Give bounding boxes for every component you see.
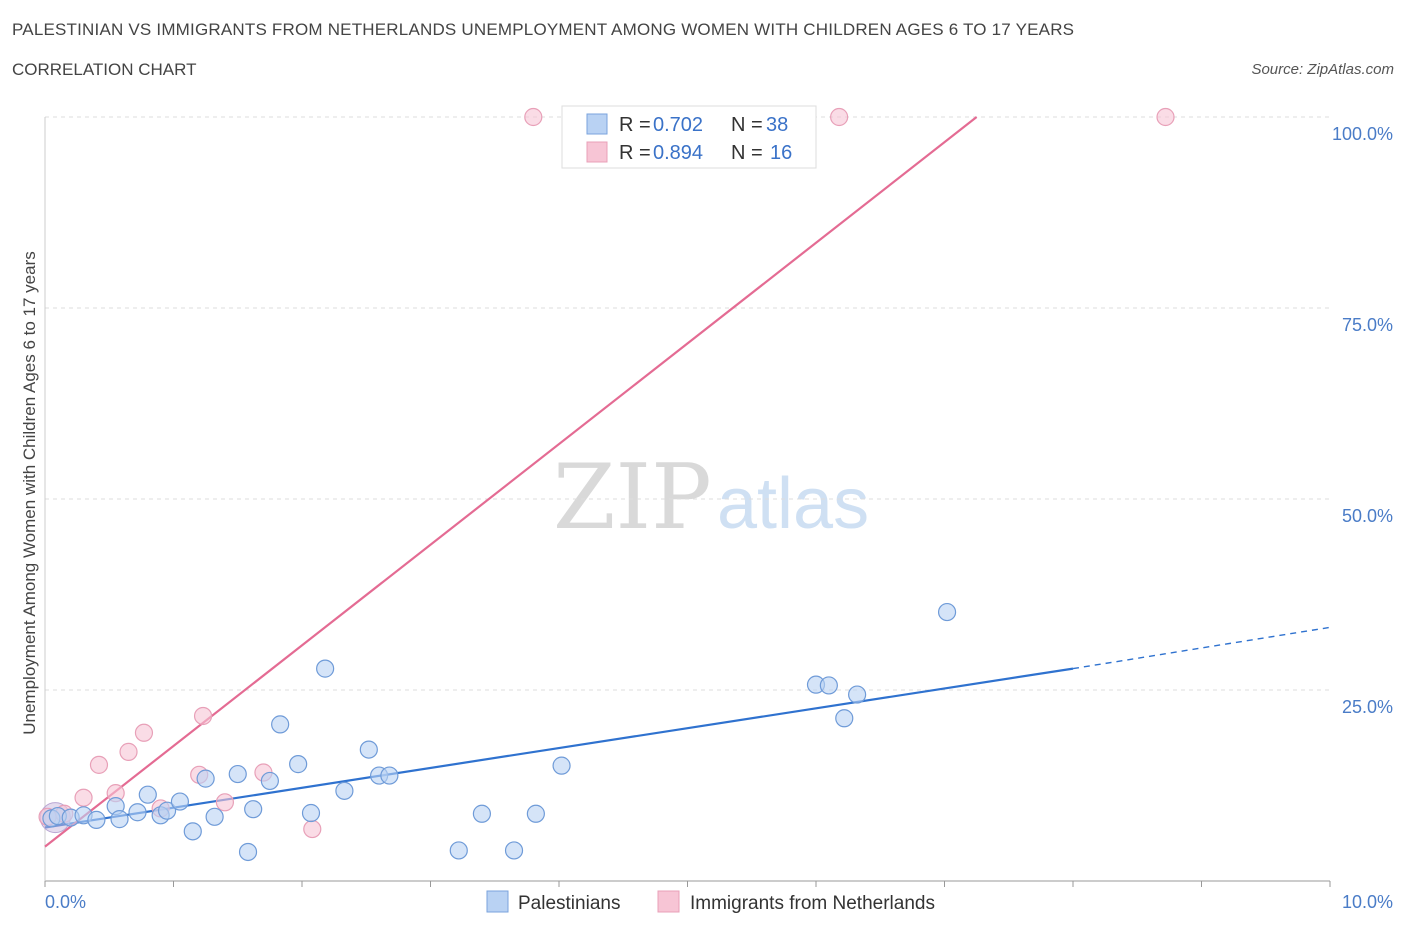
y-tick-label-1: 75.0% xyxy=(1342,315,1393,335)
point-netherlands-14 xyxy=(830,107,849,127)
trend-line-palestinians-extension xyxy=(1072,626,1331,670)
watermark-atlas: atlas xyxy=(717,464,869,544)
y-axis-title: Unemployment Among Women with Children A… xyxy=(20,251,39,735)
bottom-legend-label-netherlands: Immigrants from Netherlands xyxy=(690,893,935,914)
point-palestinians-27 xyxy=(449,841,468,860)
y-tick-label-3: 25.0% xyxy=(1342,697,1393,717)
legend-n-label-2: N = xyxy=(731,142,763,164)
point-palestinians-17 xyxy=(244,800,263,819)
watermark: ZIP atlas xyxy=(553,445,869,550)
data-points xyxy=(38,107,1175,862)
point-palestinians-4 xyxy=(87,810,106,829)
point-netherlands-9 xyxy=(193,706,213,726)
point-palestinians-20 xyxy=(289,755,308,774)
point-palestinians-14 xyxy=(205,807,224,826)
legend-r-value-2: 0.894 xyxy=(653,142,703,164)
point-palestinians-13 xyxy=(196,769,215,788)
point-palestinians-26 xyxy=(380,766,399,785)
point-palestinians-28 xyxy=(472,804,491,823)
legend-r-label-2: R = xyxy=(619,142,651,164)
source-credit: Source: ZipAtlas.com xyxy=(1251,61,1394,78)
legend-swatch-palestinians xyxy=(586,113,608,135)
trend-line-netherlands xyxy=(44,116,978,848)
point-palestinians-11 xyxy=(170,792,190,811)
point-netherlands-10 xyxy=(215,793,234,812)
point-palestinians-7 xyxy=(128,803,147,822)
point-palestinians-16 xyxy=(238,842,258,862)
bottom-legend-label-palestinians: Palestinians xyxy=(518,893,620,914)
watermark-zip: ZIP xyxy=(553,445,712,550)
point-netherlands-12 xyxy=(303,819,322,839)
x-tick-label-0: 0.0% xyxy=(45,892,86,912)
y-tick-label-0: 100.0% xyxy=(1332,124,1393,144)
y-tick-label-2: 50.0% xyxy=(1342,506,1393,526)
legend-n-value-1: 38 xyxy=(766,114,788,136)
point-palestinians-18 xyxy=(260,771,279,791)
point-palestinians-19 xyxy=(271,715,290,734)
x-tick-label-1: 10.0% xyxy=(1342,892,1393,912)
point-netherlands-15 xyxy=(1156,107,1175,127)
point-netherlands-6 xyxy=(134,723,154,742)
bottom-legend-swatch-palestinians xyxy=(486,890,509,913)
legend-n-value-2: 16 xyxy=(770,142,792,164)
point-palestinians-24 xyxy=(359,740,378,759)
point-palestinians-34 xyxy=(835,709,854,728)
point-palestinians-12 xyxy=(183,822,202,841)
point-palestinians-6 xyxy=(110,810,129,829)
point-palestinians-21 xyxy=(301,803,321,823)
bottom-legend: Palestinians Immigrants from Netherlands xyxy=(486,890,935,914)
legend-r-label-1: R = xyxy=(619,114,651,136)
point-palestinians-22 xyxy=(316,659,335,678)
legend-box: R = 0.702 N = 38 R = 0.894 N = 16 xyxy=(561,105,817,169)
point-netherlands-13 xyxy=(524,107,543,127)
bottom-legend-swatch-netherlands xyxy=(657,890,680,913)
point-palestinians-33 xyxy=(819,676,838,695)
x-tick-labels: 0.0% 10.0% xyxy=(45,892,1393,912)
axes xyxy=(44,117,1331,887)
point-netherlands-2 xyxy=(74,788,93,807)
point-palestinians-23 xyxy=(335,781,354,800)
chart-subtitle: CORRELATION CHART xyxy=(12,60,197,79)
point-palestinians-15 xyxy=(228,764,247,784)
point-palestinians-8 xyxy=(138,785,157,804)
point-palestinians-29 xyxy=(504,841,524,860)
y-tick-labels: 100.0% 75.0% 50.0% 25.0% xyxy=(1332,124,1393,717)
legend-n-label-1: N = xyxy=(731,114,763,136)
chart-title: PALESTINIAN VS IMMIGRANTS FROM NETHERLAN… xyxy=(12,20,1075,39)
legend-swatch-netherlands xyxy=(586,141,608,163)
trend-line-palestinians xyxy=(44,667,1074,829)
grid-lines xyxy=(45,116,1330,691)
point-palestinians-31 xyxy=(552,756,571,775)
point-palestinians-30 xyxy=(526,804,545,823)
point-palestinians-10 xyxy=(157,801,177,820)
legend-r-value-1: 0.702 xyxy=(653,114,703,136)
point-palestinians-36 xyxy=(937,602,957,622)
point-netherlands-5 xyxy=(119,742,138,761)
point-netherlands-3 xyxy=(89,755,109,774)
point-palestinians-35 xyxy=(848,685,867,704)
